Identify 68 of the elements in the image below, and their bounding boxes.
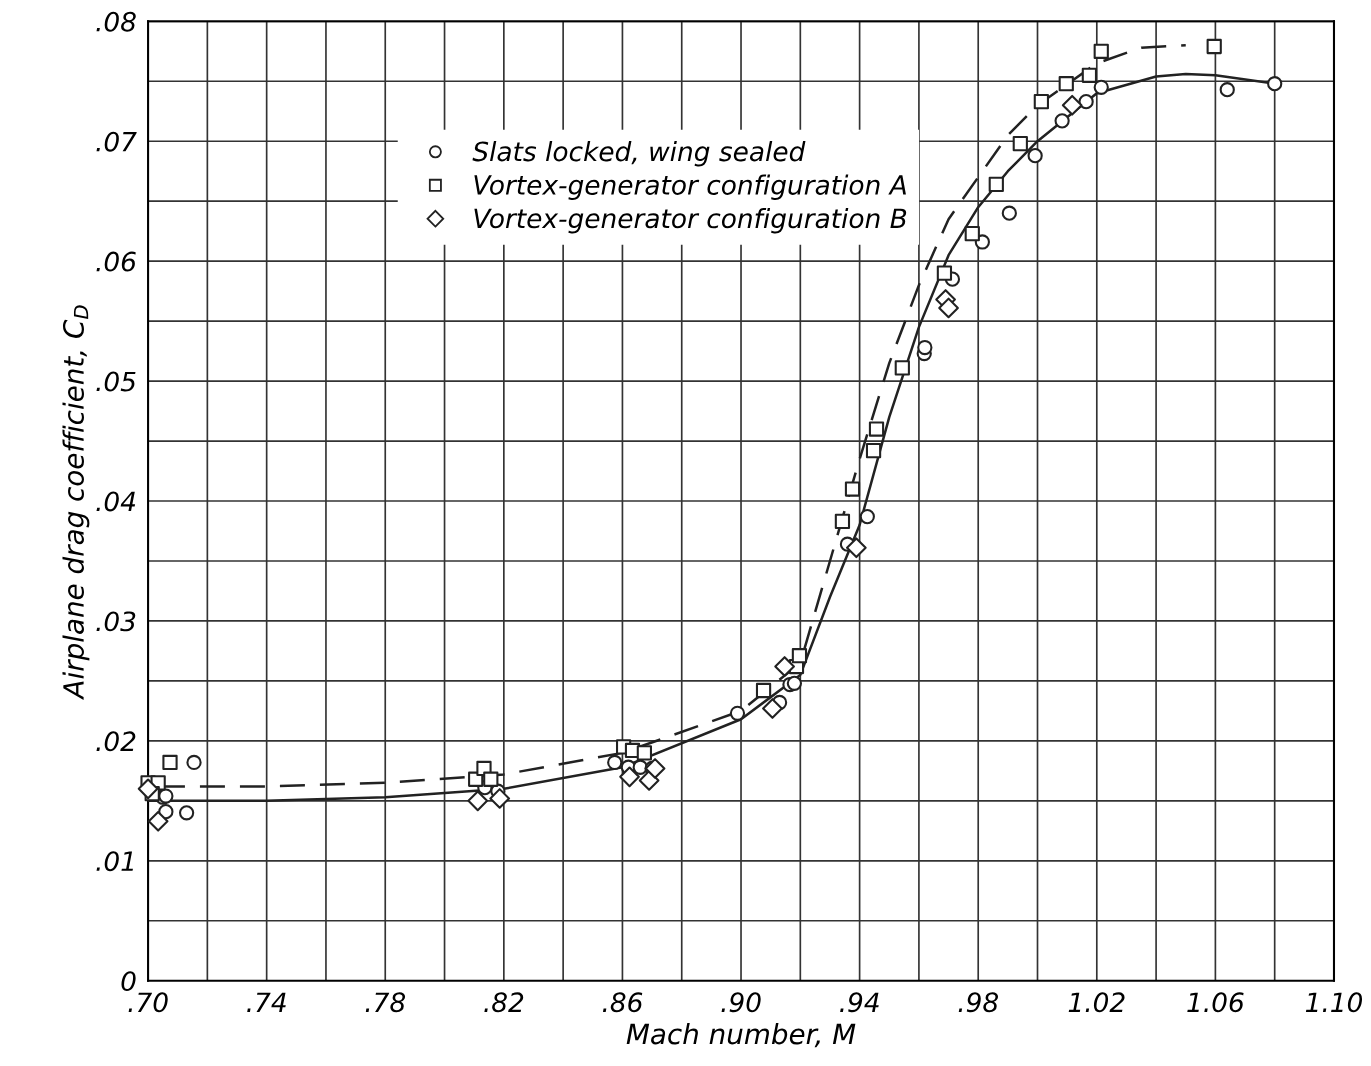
point	[1001, 205, 1017, 221]
x-tick-label: .74	[247, 992, 286, 1012]
point	[489, 788, 511, 809]
point	[964, 225, 980, 242]
point	[1061, 94, 1083, 116]
point	[467, 790, 489, 812]
legend-label: Slats locked, wing sealed	[472, 141, 806, 167]
x-tick-label: .70	[128, 992, 168, 1013]
point	[755, 682, 772, 699]
x-tick-label: .82	[484, 992, 524, 1013]
point	[162, 754, 178, 771]
y-tick-label: .02	[96, 731, 136, 752]
point	[137, 778, 159, 800]
point	[729, 705, 746, 721]
x-tick-label: .98	[958, 992, 999, 1013]
point	[988, 176, 1004, 193]
point	[846, 537, 867, 559]
point	[936, 265, 953, 281]
x-tick-label: .78	[365, 992, 406, 1013]
point	[644, 758, 666, 779]
point	[791, 648, 808, 664]
point	[917, 339, 933, 356]
point	[938, 297, 959, 319]
point	[1054, 113, 1070, 129]
x-tick-label: .94	[840, 992, 879, 1013]
point	[868, 421, 885, 437]
point	[894, 360, 910, 376]
y-tick-label: .05	[96, 371, 136, 392]
legend-label: Vortex-generator configuration B	[474, 207, 907, 234]
point	[483, 771, 499, 787]
point	[147, 810, 169, 832]
point	[636, 745, 652, 761]
point	[1219, 82, 1235, 98]
point	[619, 766, 640, 788]
point	[786, 675, 803, 691]
x-tick-label: .90	[721, 992, 761, 1013]
legend-label: Vortex-generator configuration A	[474, 174, 906, 201]
y-tick-label: .01	[96, 851, 133, 872]
x-tick-label: 1.06	[1187, 992, 1244, 1013]
x-tick-label: 1.02	[1068, 992, 1125, 1013]
point	[1078, 94, 1094, 110]
point	[774, 656, 795, 677]
point	[859, 508, 875, 525]
y-tick-label: .04	[96, 491, 136, 512]
point	[762, 698, 783, 719]
point	[178, 805, 195, 821]
y-tick-label: 0	[121, 971, 136, 992]
point	[1033, 94, 1049, 110]
point	[1206, 38, 1222, 55]
x-axis-title: Mach number, M	[626, 1022, 856, 1048]
point	[1058, 76, 1074, 92]
x-tick-label: .86	[602, 992, 643, 1013]
point	[1093, 79, 1109, 95]
point	[834, 513, 851, 530]
point	[1012, 136, 1028, 152]
point	[1093, 43, 1109, 59]
y-axis-title: Airplane drag coefficient, C$_{D}$	[62, 305, 90, 700]
point	[186, 754, 202, 771]
y-tick-label: .06	[96, 251, 136, 272]
point	[1081, 67, 1098, 83]
point	[1027, 148, 1043, 164]
point	[844, 481, 861, 497]
point	[865, 443, 882, 459]
y-tick-label: .07	[96, 131, 137, 152]
y-tick-label: .03	[96, 611, 136, 632]
x-tick-label: 1.10	[1305, 992, 1363, 1013]
point	[1267, 76, 1283, 92]
y-tick-label: .08	[96, 11, 136, 32]
